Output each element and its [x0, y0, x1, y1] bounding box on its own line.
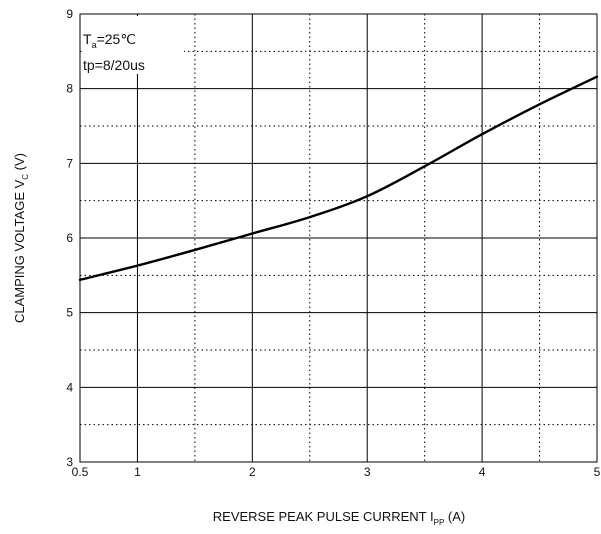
- y-tick-label-7: 7: [66, 156, 73, 170]
- y-tick-label-8: 8: [66, 82, 73, 96]
- y-tick-label-9: 9: [66, 7, 73, 21]
- y-tick-label-6: 6: [66, 231, 73, 245]
- y-tick-label-4: 4: [66, 380, 73, 394]
- x-tick-label-0-5: 0.5: [72, 465, 89, 479]
- x-axis-title: REVERSE PEAK PULSE CURRENT IPP (A): [213, 509, 465, 527]
- tick-layer: 0.5 1 2 3 4 5 3 4 5 6 7 8 9: [66, 7, 600, 479]
- x-tick-label-2: 2: [249, 465, 256, 479]
- x-tick-label-5: 5: [594, 465, 601, 479]
- x-tick-label-4: 4: [479, 465, 486, 479]
- y-tick-label-5: 5: [66, 306, 73, 320]
- axis-title-layer: REVERSE PEAK PULSE CURRENT IPP (A) CLAMPI…: [12, 153, 465, 527]
- y-axis-title: CLAMPING VOLTAGE VC (V): [12, 153, 30, 323]
- y-tick-label-3: 3: [66, 455, 73, 469]
- series-line-1: [78, 75, 599, 282]
- annotation-text-1: Ta=25℃: [83, 31, 136, 50]
- series-layer: [78, 75, 599, 282]
- annotation-layer: Ta=25℃ tp=8/20us: [82, 16, 184, 74]
- annotation-text-2: tp=8/20us: [83, 57, 145, 73]
- x-tick-label-1: 1: [134, 465, 141, 479]
- annotation-box-background: [82, 16, 184, 74]
- plot-frame: [79, 13, 598, 463]
- x-tick-label-3: 3: [364, 465, 371, 479]
